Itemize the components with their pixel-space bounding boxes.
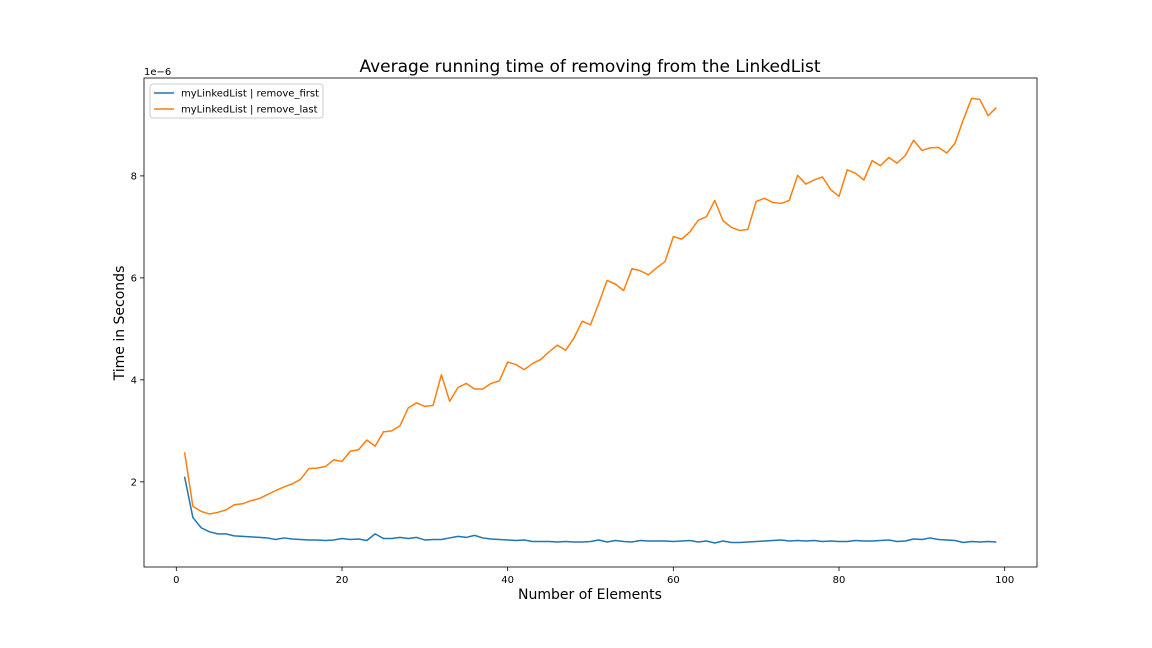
- x-axis: 0 20 40 60 80 100: [173, 567, 1014, 586]
- y-tick-label: 2: [131, 477, 137, 488]
- chart-title: Average running time of removing from th…: [359, 57, 820, 77]
- y-tick-label: 6: [131, 273, 137, 284]
- x-tick-label: 0: [173, 575, 179, 586]
- x-tick-label: 100: [995, 575, 1014, 586]
- y-tick-label: 4: [131, 375, 137, 386]
- series-line-remove-first: [183, 476, 997, 544]
- legend-label: myLinkedList | remove_last: [181, 105, 318, 116]
- legend-label: myLinkedList | remove_first: [181, 89, 319, 100]
- x-tick-label: 60: [667, 575, 680, 586]
- y-axis: 2 4 6 8: [131, 171, 144, 488]
- y-tick-label: 8: [131, 171, 137, 182]
- y-axis-label: Time in Seconds: [112, 266, 128, 382]
- legend: myLinkedList | remove_first myLinkedList …: [149, 83, 324, 119]
- y-offset-text: 1e−6: [144, 67, 171, 78]
- legend-frame: [149, 83, 324, 119]
- x-tick-label: 40: [501, 575, 514, 586]
- x-tick-label: 80: [833, 575, 846, 586]
- series-layer: [183, 97, 997, 544]
- plot-area: [143, 77, 1038, 568]
- series-line-remove-last: [183, 97, 997, 515]
- x-axis-label: Number of Elements: [518, 587, 662, 603]
- x-tick-label: 20: [336, 575, 349, 586]
